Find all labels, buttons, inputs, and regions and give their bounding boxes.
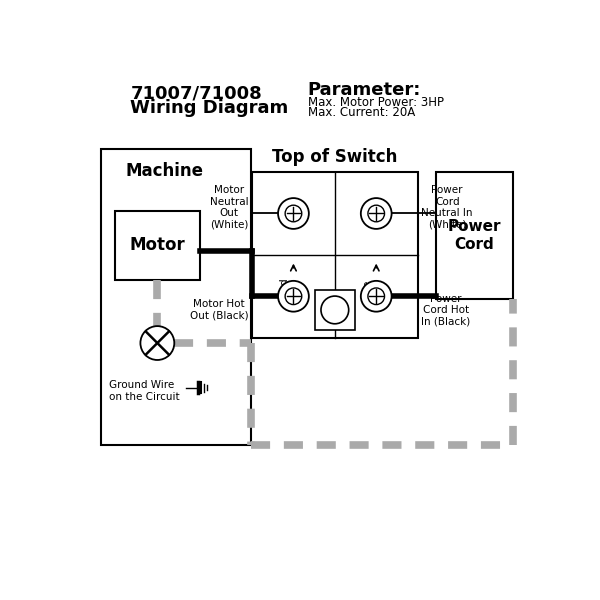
Text: Machine: Machine (125, 161, 203, 179)
Text: Load: Load (279, 277, 289, 303)
Bar (252, 172, 418, 338)
Text: Wiring Diagram: Wiring Diagram (130, 99, 289, 117)
Bar (436, 172, 513, 299)
Text: Ground Wire
on the Circuit: Ground Wire on the Circuit (109, 380, 179, 401)
Circle shape (285, 205, 302, 222)
Bar (101, 149, 251, 445)
Text: 71007/71008: 71007/71008 (130, 85, 262, 103)
Circle shape (368, 288, 385, 305)
Bar (115, 211, 200, 280)
Text: Line: Line (362, 278, 372, 302)
Circle shape (285, 288, 302, 305)
Text: Max. Current: 20A: Max. Current: 20A (308, 106, 415, 119)
Circle shape (278, 198, 309, 229)
Circle shape (140, 326, 174, 360)
Text: Top of Switch: Top of Switch (272, 148, 398, 166)
Circle shape (368, 205, 385, 222)
Text: Max. Motor Power: 3HP: Max. Motor Power: 3HP (308, 96, 443, 109)
Text: Motor
Neutral
Out
(White): Motor Neutral Out (White) (209, 185, 248, 230)
Text: Parameter:: Parameter: (308, 81, 421, 99)
Bar (315, 290, 355, 330)
Circle shape (361, 198, 392, 229)
Text: Motor Hot
Out (Black): Motor Hot Out (Black) (190, 299, 248, 321)
Circle shape (278, 281, 309, 311)
Circle shape (361, 281, 392, 311)
Text: Power
Cord
Neutral In
(White): Power Cord Neutral In (White) (421, 185, 473, 230)
Circle shape (321, 296, 349, 324)
Text: Motor: Motor (130, 236, 185, 254)
Text: Power
Cord Hot
In (Black): Power Cord Hot In (Black) (421, 293, 471, 327)
Text: Power
Cord: Power Cord (448, 220, 502, 252)
